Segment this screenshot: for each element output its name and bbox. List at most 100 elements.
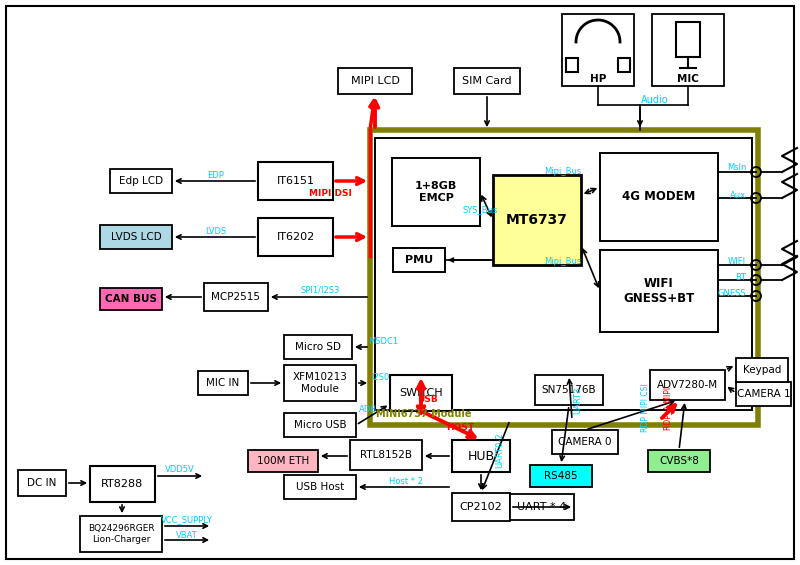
Bar [600, 250, 718, 332]
Text: DC IN: DC IN [27, 478, 57, 488]
Bar [284, 413, 356, 437]
Text: VCC_SUPPLY: VCC_SUPPLY [161, 515, 213, 524]
Text: RDP MIPI CSI: RDP MIPI CSI [641, 384, 650, 432]
Text: MT6737: MT6737 [506, 213, 568, 227]
Bar [100, 225, 172, 249]
Bar [248, 450, 318, 472]
Text: IT6202: IT6202 [276, 232, 314, 242]
Bar [530, 465, 592, 487]
Bar [258, 162, 333, 200]
Bar [110, 169, 172, 193]
Text: SWITCH: SWITCH [399, 388, 443, 398]
Text: CAMERA 1: CAMERA 1 [737, 389, 790, 399]
Bar [452, 440, 510, 472]
Text: LVDS LCD: LVDS LCD [110, 232, 162, 242]
Bar [90, 466, 155, 502]
Text: MIC IN: MIC IN [206, 378, 240, 388]
Bar [390, 375, 452, 411]
Text: 100M ETH: 100M ETH [257, 456, 309, 466]
Text: RTL8152B: RTL8152B [360, 450, 412, 460]
Text: Msln: Msln [726, 163, 746, 172]
Text: Host * 2: Host * 2 [389, 476, 423, 485]
Bar [676, 22, 700, 57]
Text: WIFI: WIFI [728, 258, 746, 267]
Bar [370, 130, 758, 425]
Text: HOST: HOST [446, 424, 474, 432]
Text: SPI1/I2S3: SPI1/I2S3 [300, 285, 340, 294]
Text: CVBS*8: CVBS*8 [659, 456, 699, 466]
Text: RS485: RS485 [544, 471, 578, 481]
Text: Aux: Aux [730, 190, 746, 199]
Bar [80, 516, 162, 552]
Bar [18, 470, 66, 496]
Bar [454, 68, 520, 94]
Text: MSDC1: MSDC1 [368, 337, 398, 346]
Text: MIPI LCD: MIPI LCD [350, 76, 399, 86]
Text: SIM Card: SIM Card [462, 76, 512, 86]
Text: HP: HP [590, 74, 606, 84]
Text: RT8288: RT8288 [102, 479, 144, 489]
Text: MIPI DSI: MIPI DSI [309, 189, 351, 198]
Bar [652, 14, 724, 86]
Bar [350, 440, 422, 470]
Text: USB Host: USB Host [296, 482, 344, 492]
Text: IT6151: IT6151 [277, 176, 314, 186]
Text: Micro SD: Micro SD [295, 342, 341, 352]
Text: UART3: UART3 [574, 386, 582, 414]
Text: UART0-2: UART0-2 [495, 432, 505, 468]
Text: ADV7280-M: ADV7280-M [657, 380, 718, 390]
Bar [566, 58, 578, 72]
Text: 4G MODEM: 4G MODEM [622, 190, 696, 203]
Text: LVDS: LVDS [206, 227, 226, 236]
Text: GNESS: GNESS [718, 289, 746, 298]
Text: XFM10213
Module: XFM10213 Module [293, 372, 347, 394]
Bar [736, 382, 791, 406]
Text: PMU: PMU [405, 255, 433, 265]
Text: Mipi_Bus: Mipi_Bus [544, 167, 582, 176]
Text: CAN BUS: CAN BUS [105, 294, 157, 304]
Bar [100, 288, 162, 310]
Text: MIC: MIC [677, 74, 699, 84]
Text: CP2102: CP2102 [460, 502, 502, 512]
Text: MCP2515: MCP2515 [211, 292, 261, 302]
Text: VBAT: VBAT [176, 531, 198, 540]
Bar [552, 430, 618, 454]
Bar [204, 283, 268, 311]
Bar [392, 158, 480, 226]
Bar [284, 335, 352, 359]
Bar [284, 365, 356, 401]
Bar [510, 494, 574, 520]
Bar [535, 375, 603, 405]
Text: 1+8GB
EMCP: 1+8GB EMCP [415, 181, 457, 203]
Text: CAMERA 0: CAMERA 0 [558, 437, 612, 447]
Text: SYS_Bus: SYS_Bus [462, 206, 498, 215]
Text: Edp LCD: Edp LCD [119, 176, 163, 186]
Bar [650, 370, 725, 400]
Text: Audio: Audio [641, 95, 669, 105]
Bar [562, 14, 634, 86]
Text: USB: USB [418, 396, 438, 405]
Bar [393, 248, 445, 272]
Text: HUB: HUB [467, 450, 494, 463]
Text: WIFI
GNESS+BT: WIFI GNESS+BT [623, 277, 694, 305]
Bar [618, 58, 630, 72]
Text: BT: BT [735, 272, 746, 281]
Bar [284, 475, 356, 499]
Bar [493, 175, 581, 265]
Text: RDP_A MIPI: RDP_A MIPI [663, 386, 673, 429]
Bar [375, 138, 752, 410]
Text: UART * 4: UART * 4 [518, 502, 566, 512]
Text: I2S0: I2S0 [371, 372, 389, 381]
Text: Mipi_Bus: Mipi_Bus [544, 258, 582, 267]
Bar [452, 493, 510, 521]
Text: Keypad: Keypad [743, 365, 781, 375]
Text: BQ24296RGER
Lion-Charger: BQ24296RGER Lion-Charger [88, 524, 154, 544]
Text: SN75176B: SN75176B [542, 385, 596, 395]
Text: VDD5V: VDD5V [165, 466, 195, 475]
Bar [258, 218, 333, 256]
Bar [600, 153, 718, 241]
Text: EDP: EDP [207, 171, 225, 180]
Bar [198, 371, 248, 395]
Bar [338, 68, 412, 94]
Text: ADB: ADB [359, 406, 377, 415]
